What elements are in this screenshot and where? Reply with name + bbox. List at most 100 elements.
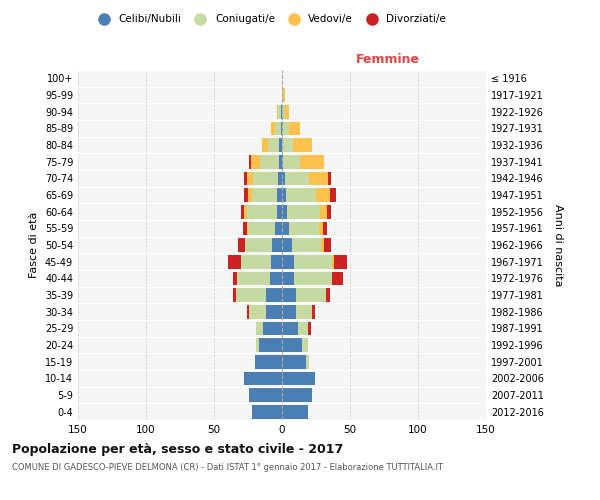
Bar	[282, 405, 308, 418]
Bar	[285, 172, 309, 185]
Bar	[271, 122, 275, 135]
Bar	[294, 272, 332, 285]
Bar	[250, 305, 266, 318]
Bar	[278, 105, 281, 118]
Bar	[244, 172, 247, 185]
Bar	[275, 222, 282, 235]
Bar	[334, 255, 347, 268]
Bar	[244, 188, 248, 202]
Bar	[316, 188, 329, 202]
Bar	[332, 255, 334, 268]
Bar	[238, 238, 245, 252]
Bar	[277, 105, 278, 118]
Bar	[242, 222, 247, 235]
Bar	[277, 205, 282, 218]
Legend: Celibi/Nubili, Coniugati/e, Vedovi/e, Divorziati/e: Celibi/Nubili, Coniugati/e, Vedovi/e, Di…	[89, 10, 451, 29]
Bar	[263, 322, 282, 335]
Bar	[282, 172, 285, 185]
Bar	[247, 172, 253, 185]
Bar	[296, 305, 312, 318]
Bar	[285, 105, 289, 118]
Bar	[282, 205, 287, 218]
Bar	[262, 138, 268, 152]
Bar	[289, 222, 319, 235]
Bar	[266, 305, 282, 318]
Bar	[241, 255, 271, 268]
Text: Femmine: Femmine	[356, 53, 420, 66]
Bar	[247, 222, 248, 235]
Bar	[312, 305, 314, 318]
Bar	[286, 188, 316, 202]
Bar	[260, 155, 279, 168]
Bar	[282, 255, 294, 268]
Bar	[283, 88, 285, 102]
Bar	[241, 205, 244, 218]
Bar	[326, 288, 329, 302]
Bar	[294, 255, 332, 268]
Bar	[233, 272, 237, 285]
Bar	[279, 155, 282, 168]
Text: Popolazione per età, sesso e stato civile - 2017: Popolazione per età, sesso e stato civil…	[12, 442, 343, 456]
Bar	[329, 188, 337, 202]
Bar	[282, 155, 283, 168]
Bar	[244, 205, 247, 218]
Bar	[275, 122, 281, 135]
Bar	[233, 288, 236, 302]
Bar	[272, 238, 282, 252]
Bar	[293, 138, 312, 152]
Bar	[282, 122, 289, 135]
Bar	[282, 288, 296, 302]
Bar	[327, 205, 331, 218]
Bar	[282, 355, 307, 368]
Bar	[328, 172, 331, 185]
Bar	[256, 322, 263, 335]
Bar	[322, 238, 324, 252]
Bar	[302, 338, 308, 352]
Bar	[227, 255, 241, 268]
Bar	[298, 322, 308, 335]
Bar	[282, 322, 298, 335]
Bar	[278, 172, 282, 185]
Bar	[281, 122, 282, 135]
Bar	[236, 288, 266, 302]
Bar	[270, 272, 282, 285]
Bar	[282, 105, 285, 118]
Bar	[282, 272, 294, 285]
Bar	[250, 155, 251, 168]
Bar	[281, 105, 282, 118]
Bar	[319, 222, 323, 235]
Bar	[279, 138, 282, 152]
Bar	[282, 372, 314, 385]
Bar	[253, 172, 278, 185]
Bar	[247, 205, 277, 218]
Bar	[282, 88, 283, 102]
Bar	[282, 305, 296, 318]
Bar	[282, 388, 312, 402]
Bar	[292, 238, 322, 252]
Bar	[248, 222, 275, 235]
Bar	[256, 338, 259, 352]
Bar	[248, 188, 252, 202]
Bar	[282, 338, 302, 352]
Bar	[296, 288, 326, 302]
Bar	[250, 388, 282, 402]
Bar	[287, 205, 320, 218]
Bar	[299, 155, 324, 168]
Bar	[244, 372, 282, 385]
Bar	[307, 355, 309, 368]
Bar	[289, 122, 299, 135]
Bar	[277, 188, 282, 202]
Bar	[252, 405, 282, 418]
Bar	[309, 172, 328, 185]
Bar	[266, 288, 282, 302]
Bar	[320, 205, 327, 218]
Bar	[332, 272, 343, 285]
Bar	[282, 188, 286, 202]
Bar	[255, 355, 282, 368]
Bar	[283, 155, 299, 168]
Bar	[308, 322, 311, 335]
Bar	[282, 222, 289, 235]
Bar	[282, 138, 293, 152]
Bar	[282, 238, 292, 252]
Bar	[324, 238, 331, 252]
